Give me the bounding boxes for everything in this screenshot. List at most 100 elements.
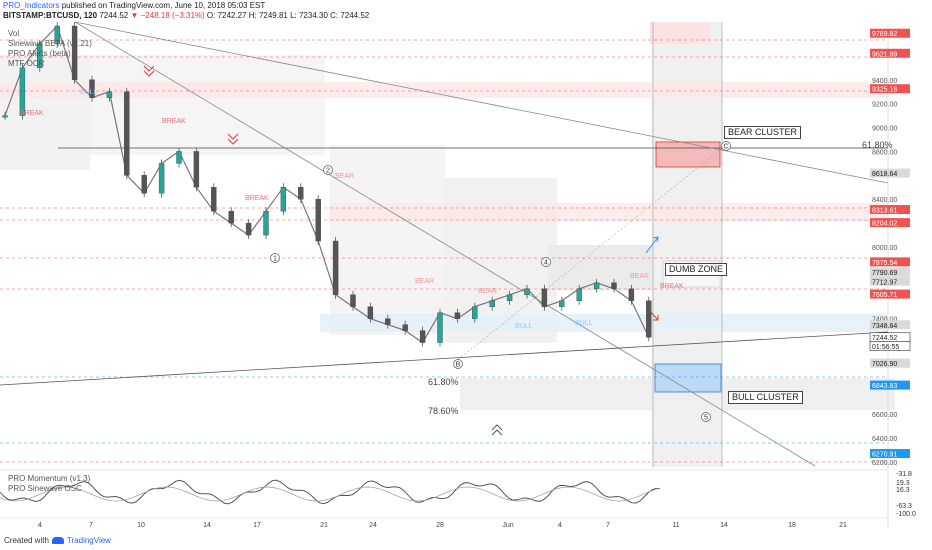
price-tag-label: 8313.61 (872, 208, 897, 215)
price-tag-label: 9325.18 (872, 87, 897, 94)
chart-header: PRO_Indicators published on TradingView.… (3, 1, 369, 21)
fib-level-786: 78.60% (428, 406, 459, 416)
price-point (646, 300, 652, 338)
price-tag (869, 341, 911, 351)
horizontal-lines (0, 39, 888, 463)
bull-cluster-label: BULL CLUSTER (728, 391, 803, 404)
price-tag (870, 48, 910, 58)
price-tag-label: 7348.84 (872, 323, 897, 330)
price-tag-label: 7605.71 (872, 292, 897, 299)
price-point (228, 210, 234, 224)
oscillator-label-momentum[interactable]: PRO Momentum (v1.3) (8, 474, 91, 483)
price-point (71, 25, 78, 80)
time-axis-label: 7 (606, 522, 610, 529)
time-axis-label: 11 (672, 522, 679, 529)
trend-lines (0, 21, 889, 467)
price-tag-label: 7026.90 (872, 361, 897, 368)
indicator-pro-alerts[interactable]: PRO Alerts (beta) (8, 49, 71, 58)
tradingview-logo-icon (51, 537, 64, 544)
price-point (454, 312, 461, 319)
oscillator-axis-label: 16.3 (896, 487, 910, 494)
wave-label: B (456, 362, 461, 369)
price-point (2, 115, 8, 118)
price-tag-label: 7712.97 (872, 279, 897, 286)
price-point (367, 306, 374, 319)
oscillator-axis-label: -31.8 (896, 471, 912, 478)
price-point (298, 187, 304, 200)
break-label: BREAK (162, 118, 186, 125)
wave-marker (270, 253, 280, 263)
wave-label: C (723, 144, 728, 151)
time-axis-label: 17 (253, 522, 261, 529)
momentum-line (0, 479, 661, 505)
price-point (106, 91, 113, 98)
price-tag (870, 358, 910, 368)
wave-marker (323, 165, 333, 175)
oscillator-axis-label: -63.3 (896, 503, 912, 510)
time-axis-label: 4 (558, 522, 562, 529)
indicator-mtf-ocr[interactable]: MTF OCR (8, 59, 45, 68)
price-line (4, 24, 650, 344)
price-axis-label: 6600.00 (872, 412, 897, 419)
bull-label: BULL (515, 323, 533, 330)
wave-label: 1 (273, 256, 277, 263)
price-point (385, 318, 391, 325)
break-label: BREAK (660, 283, 684, 290)
created-with-text: Created with (4, 536, 49, 545)
wave-marker (453, 359, 463, 369)
time-axis-label: 14 (720, 522, 728, 529)
price-tag (870, 267, 910, 277)
price-point (89, 79, 95, 98)
indicator-sinewave[interactable]: Sinewave BETA (v1.21) (8, 39, 92, 48)
price-tag-label: 8618.64 (872, 171, 897, 178)
time-axis: 4 7 10 14 17 21 24 28 Jun 4 7 11 14 18 21 (0, 517, 888, 529)
indicator-vol[interactable]: Vol (8, 29, 20, 38)
price-tag (870, 84, 910, 94)
price-tag (870, 218, 910, 228)
price-point (37, 43, 43, 69)
price-point (211, 187, 217, 212)
time-axis-label: 21 (320, 522, 328, 529)
oscillator-axis-label: 19.3 (896, 480, 910, 487)
wave-markers: 1 2 B 4 5 C BREAK BREAK BREAK BREAK BEAR BEAR BEAR BE… (20, 89, 731, 422)
footer: Created with TradingView (4, 536, 111, 545)
publisher-link[interactable]: PRO_Indicators (3, 1, 60, 10)
price-point (489, 300, 495, 307)
price-tag (870, 257, 910, 267)
wave-label: 2 (326, 168, 330, 175)
price-tag (870, 320, 910, 330)
price-axis-label: 8000.00 (872, 245, 897, 252)
time-axis-label: 24 (369, 522, 377, 529)
price-point (141, 175, 147, 194)
price-point (315, 199, 321, 242)
price-point (559, 300, 565, 307)
price-tag (870, 380, 910, 390)
price-point (611, 282, 617, 290)
break-label: BREAK (245, 195, 269, 202)
price-axis-label: 6200.00 (872, 460, 897, 467)
price-point (245, 222, 252, 236)
fib-level-top: 61.80% (862, 140, 893, 150)
published-text: published on TradingView.com, June 10, 2… (61, 1, 266, 10)
price-point (263, 210, 269, 236)
price-point (332, 240, 339, 295)
price-point (593, 282, 600, 290)
bear-label: BEAR (630, 273, 649, 280)
price-tag-label: 01:56:55 (872, 344, 899, 351)
tradingview-link[interactable]: TradingView (66, 536, 111, 545)
symbol-label: BITSTAMP:BTCUSD, 120 (3, 11, 98, 20)
wave-label: 4 (544, 260, 548, 267)
oscillator-label-sinewave[interactable]: PRO Sinewave OSC (8, 484, 82, 493)
price-point (280, 187, 287, 212)
price-tag (870, 205, 910, 215)
price-point (158, 163, 165, 194)
fib-level-618: 61.80% (428, 377, 459, 387)
price-point (19, 67, 26, 116)
bear-cluster-label: BEAR CLUSTER (724, 126, 802, 139)
time-axis-label: Jun (502, 522, 513, 529)
price-point (541, 288, 548, 307)
dumb-zone-label: DUMB ZONE (665, 263, 727, 276)
ohlc-values: O: 7242.27 H: 7249.81 L: 7234.30 C: 7244… (206, 11, 370, 20)
price-axis-label: 6400.00 (872, 436, 897, 443)
